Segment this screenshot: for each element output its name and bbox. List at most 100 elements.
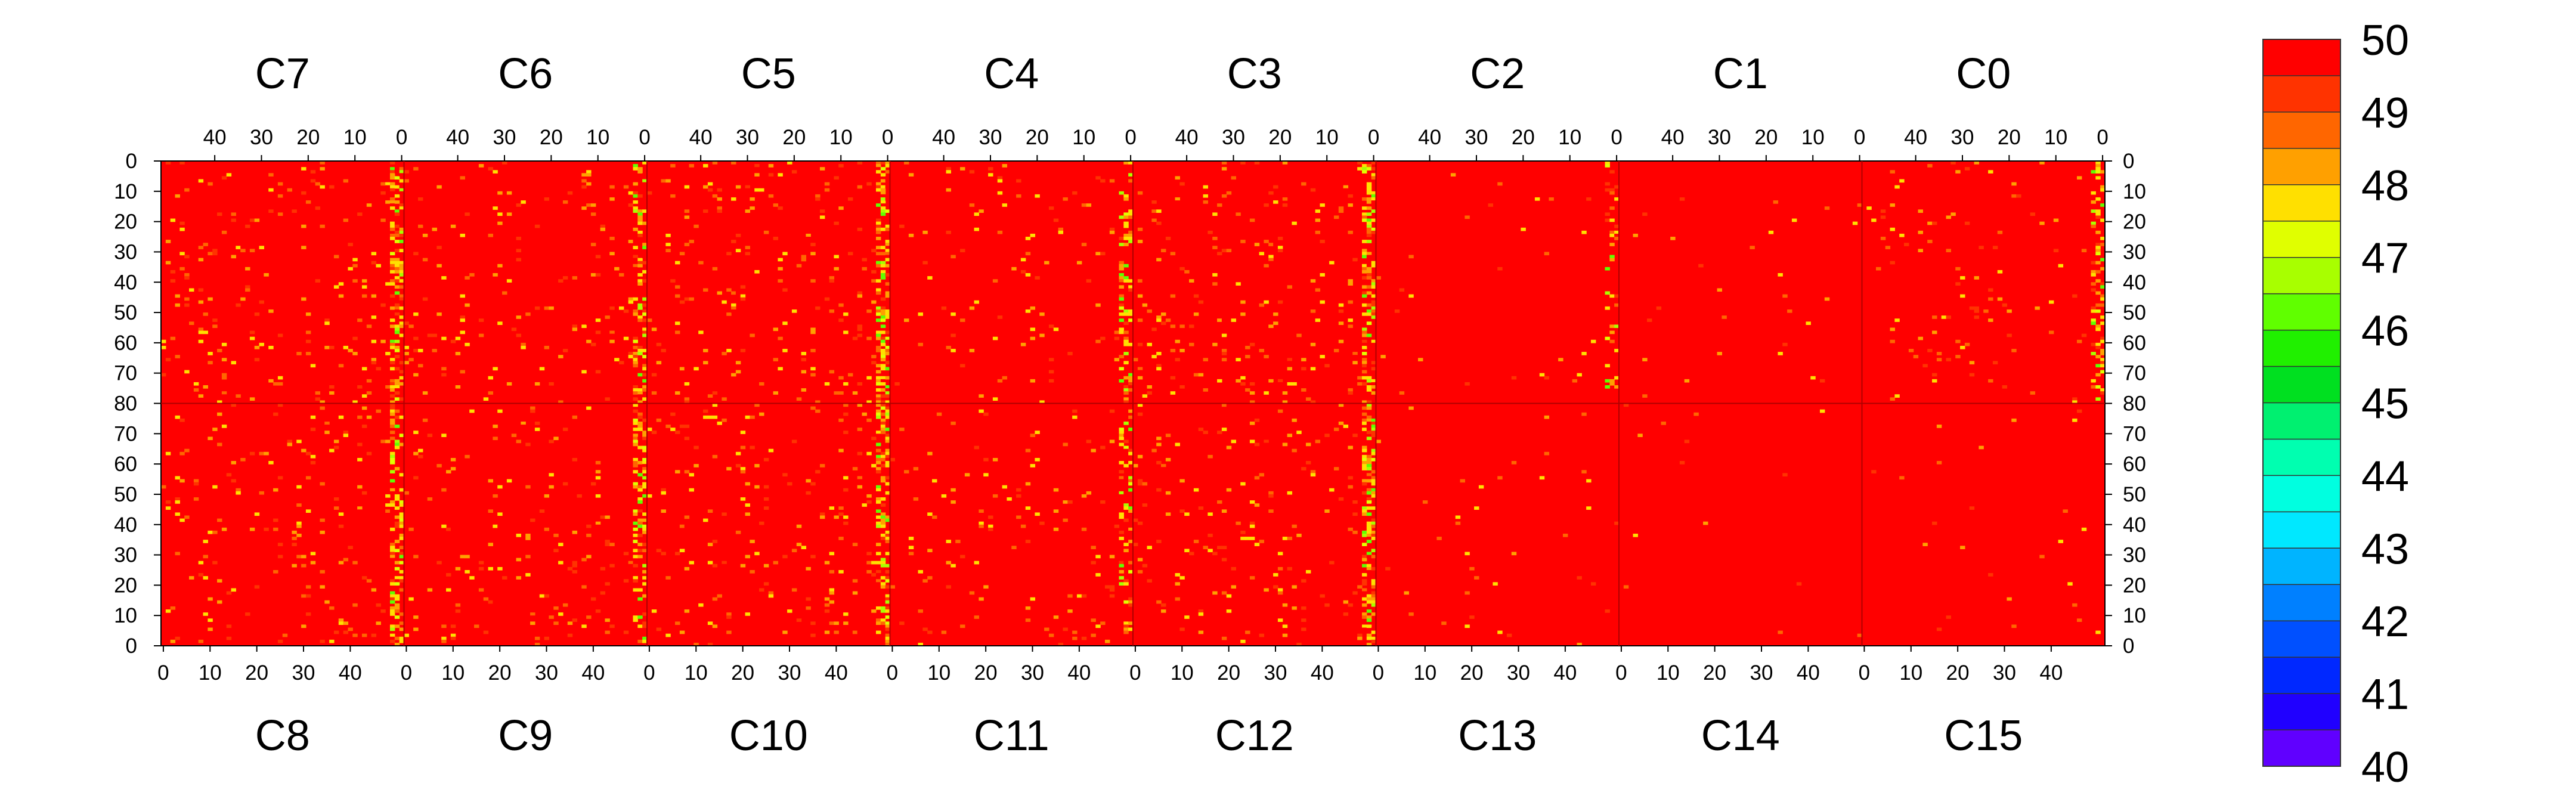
heatmap-cell (946, 418, 951, 422)
heatmap-cell (1371, 176, 1377, 180)
heatmap-cell (315, 279, 321, 283)
heatmap-cell (366, 434, 372, 437)
heatmap-cell (1320, 355, 1325, 358)
heatmap-cell (394, 597, 400, 601)
heatmap-cell (782, 473, 788, 477)
heatmap-cell (703, 349, 708, 352)
heatmap-cell (979, 431, 984, 434)
heatmap-cell (885, 425, 891, 428)
heatmap-cell (1035, 470, 1040, 473)
heatmap-cell (1361, 364, 1367, 368)
heatmap-cell (516, 576, 522, 580)
heatmap-cell (717, 291, 722, 295)
heatmap-cell (834, 630, 839, 634)
heatmap-cell (567, 566, 573, 571)
heatmap-cell (553, 436, 559, 441)
heatmap-cell (385, 200, 391, 204)
heatmap-cell (1455, 521, 1461, 525)
heatmap-cell (361, 285, 367, 289)
heatmap-cell (1950, 306, 1956, 310)
heatmap-cell (1287, 566, 1293, 571)
heatmap-cell (1226, 609, 1232, 613)
heatmap-cell (885, 264, 891, 268)
heatmap-cell (642, 494, 648, 498)
heatmap-cell (875, 170, 881, 174)
heatmap-cell (609, 339, 615, 343)
heatmap-cell (1964, 312, 1970, 316)
heatmap-cell (389, 597, 395, 601)
heatmap-cell (2095, 209, 2101, 213)
heatmap-cell (361, 394, 367, 398)
heatmap-cell (1366, 428, 1372, 431)
heatmap-cell (1264, 209, 1269, 213)
heatmap-cell (703, 288, 708, 292)
heatmap-cell (1609, 218, 1615, 222)
heatmap-cell (988, 515, 993, 519)
heatmap-cell (1123, 279, 1129, 283)
heatmap-cell (212, 530, 218, 534)
heatmap-cell (465, 276, 470, 280)
heatmap-cell (436, 345, 442, 349)
heatmap-cell (778, 336, 783, 340)
heatmap-cell (394, 385, 400, 389)
heatmap-cell (875, 524, 881, 528)
heatmap-cell (880, 503, 886, 507)
heatmap-cell (399, 173, 405, 177)
heatmap-cell (389, 409, 395, 413)
heatmap-cell (530, 615, 535, 619)
heatmap-cell (1623, 585, 1629, 589)
heatmap-cell (441, 488, 447, 492)
heatmap-cell (175, 476, 180, 480)
heatmap-cell (553, 549, 559, 553)
heatmap-cell (567, 633, 573, 637)
heatmap-cell (1357, 636, 1363, 640)
heatmap-cell (203, 612, 208, 616)
heatmap-cell (497, 382, 503, 386)
heatmap-cell (1137, 521, 1143, 525)
heatmap-cell (2091, 221, 2096, 225)
heatmap-cell (1703, 521, 1708, 525)
heatmap-cell (1361, 582, 1367, 586)
chip-label-top: C1 (1713, 50, 1768, 98)
heatmap-cell (637, 436, 643, 441)
heatmap-cell (773, 358, 779, 361)
heatmap-cell (394, 425, 400, 428)
heatmap-cell (310, 364, 316, 368)
heatmap-cell (661, 488, 666, 492)
heatmap-cell (609, 252, 615, 256)
heatmap-cell (778, 173, 783, 177)
heatmap-cell (1193, 352, 1199, 355)
heatmap-cell (885, 240, 891, 243)
heatmap-cell (1539, 476, 1545, 480)
heatmap-cell (389, 470, 395, 473)
heatmap-cell (693, 464, 699, 467)
heatmap-cell (1366, 555, 1372, 559)
heatmap-cell (2030, 391, 2036, 395)
heatmap-cell (1264, 240, 1269, 243)
heatmap-cell (1609, 170, 1615, 174)
heatmap-cell (394, 327, 400, 332)
heatmap-cell (927, 630, 933, 634)
heatmap-cell (623, 425, 629, 428)
heatmap-cell (394, 409, 400, 413)
heatmap-cell (1338, 594, 1344, 598)
heatmap-cell (778, 448, 783, 453)
heatmap-cell (1333, 215, 1339, 219)
heatmap-cell (394, 339, 400, 343)
heatmap-cell (394, 249, 400, 253)
heatmap-cell (1871, 218, 1877, 222)
heatmap-cell (1268, 191, 1274, 195)
heatmap-cell (1908, 349, 1914, 352)
heatmap-cell (773, 318, 779, 322)
heatmap-cell (179, 327, 185, 332)
heatmap-cell (1465, 624, 1470, 628)
heatmap-cell (1371, 600, 1377, 604)
heatmap-cell (2076, 409, 2082, 413)
colorbar (2262, 39, 2341, 767)
heatmap-cell (408, 527, 414, 531)
heatmap-cell (1072, 415, 1078, 419)
x-tick-label-top: 0 (396, 126, 407, 149)
heatmap-cell (1932, 373, 1937, 377)
heatmap-cell (1231, 439, 1237, 444)
heatmap-cell (1324, 434, 1330, 437)
